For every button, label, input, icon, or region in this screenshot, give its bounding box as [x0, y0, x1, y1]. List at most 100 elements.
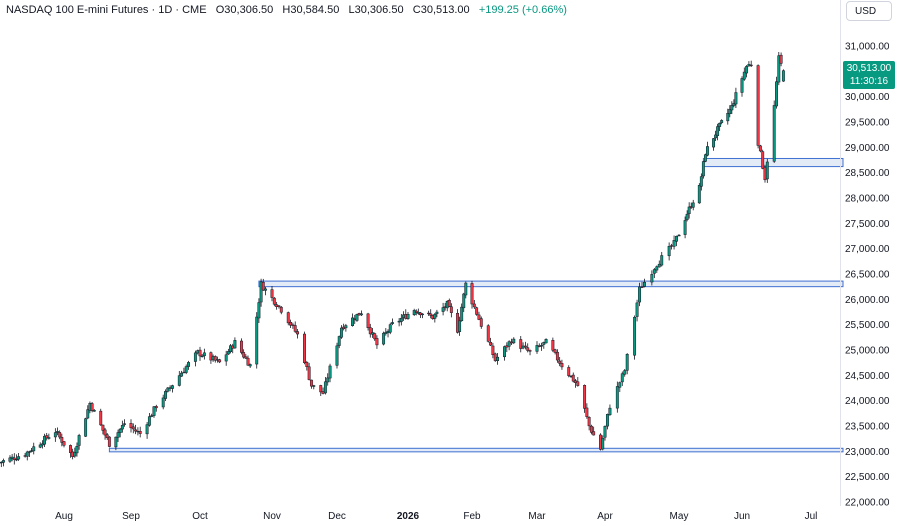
- candle: [745, 65, 749, 78]
- candle-body-down: [510, 341, 513, 344]
- candle: [38, 442, 42, 449]
- candle: [47, 433, 51, 440]
- candle: [200, 354, 204, 358]
- candle: [519, 336, 523, 353]
- candle: [293, 321, 297, 334]
- candle: [2, 458, 5, 467]
- candle-body-up: [606, 414, 609, 427]
- candle: [475, 306, 479, 316]
- candle: [706, 141, 709, 157]
- candle: [714, 130, 718, 141]
- candle-body-down: [576, 381, 580, 386]
- candle-body-down: [375, 338, 379, 346]
- price-tick-label: 24,000.00: [845, 396, 890, 407]
- price-tick-label: 24,500.00: [845, 371, 890, 382]
- candle-body-up: [544, 339, 548, 344]
- candle: [761, 149, 765, 170]
- candle: [286, 311, 290, 326]
- candle: [103, 427, 107, 440]
- price-tick-label: 25,000.00: [845, 346, 890, 357]
- time-tick-label: Sep: [122, 511, 140, 522]
- candle-body-up: [765, 161, 769, 180]
- candle-body-down: [58, 432, 62, 438]
- candle: [180, 370, 184, 377]
- candle-body-down: [293, 325, 297, 332]
- price-tick-label: 31,000.00: [845, 42, 890, 53]
- candle: [730, 101, 734, 115]
- last-price-value: 30,513.00: [846, 63, 892, 74]
- price-axis[interactable]: 22,000.00 22,500.00 23,000.00 23,500.00 24,0…: [845, 42, 890, 509]
- candle: [272, 297, 276, 307]
- candle-body-up: [718, 122, 722, 127]
- time-tick-label: May: [670, 511, 689, 522]
- candle: [248, 363, 252, 368]
- candle: [781, 69, 785, 82]
- candle-body-up: [650, 274, 654, 283]
- candle: [589, 424, 593, 435]
- candle: [486, 324, 490, 343]
- candle-body-up: [677, 234, 681, 237]
- candle-body-up: [382, 332, 386, 345]
- candle-body-up: [601, 437, 605, 450]
- candle-body-down: [99, 410, 103, 426]
- candle-body-up: [2, 460, 5, 463]
- candle: [326, 373, 330, 386]
- candle-body-down: [101, 424, 105, 431]
- price-zone[interactable]: [258, 280, 844, 288]
- candle: [368, 323, 372, 338]
- price-zone[interactable]: [108, 447, 844, 453]
- candle-body-up: [339, 327, 343, 338]
- candle: [777, 52, 781, 86]
- price-tick-label: 22,500.00: [845, 472, 890, 483]
- candle: [240, 338, 243, 355]
- candle-body-up: [777, 55, 781, 83]
- candle-body-up: [540, 345, 543, 347]
- candle-body-up: [608, 407, 612, 416]
- candle: [307, 362, 311, 381]
- candle: [213, 355, 217, 363]
- currency-selector[interactable]: USD: [846, 1, 892, 21]
- candle-body-down: [242, 352, 246, 358]
- candle-body-down: [449, 306, 453, 313]
- candle: [652, 267, 656, 279]
- candle-body-up: [180, 372, 184, 377]
- price-tick-label: 26,000.00: [845, 295, 890, 306]
- candle-body-up: [328, 365, 332, 379]
- candle: [136, 427, 140, 436]
- support-resistance-zones[interactable]: [108, 157, 844, 453]
- candle-body-up: [161, 397, 165, 408]
- candle-body-down: [779, 54, 783, 64]
- candle: [655, 265, 659, 273]
- candle: [27, 450, 31, 457]
- candle: [321, 387, 325, 395]
- candle: [233, 337, 237, 349]
- candle-body-down: [763, 167, 767, 181]
- candle-body-up: [620, 373, 624, 383]
- candle: [675, 235, 678, 247]
- candle: [43, 433, 46, 447]
- candle: [184, 364, 188, 375]
- candle-body-down: [62, 441, 66, 446]
- candle: [99, 408, 103, 426]
- candle-body-up: [734, 92, 738, 105]
- candle: [603, 425, 607, 441]
- candle: [493, 352, 497, 362]
- candle-body-up: [683, 220, 687, 235]
- candle-body-up: [27, 451, 31, 453]
- symbol-name[interactable]: NASDAQ 100 E-mini Futures: [6, 4, 149, 16]
- open-label: O: [215, 4, 225, 16]
- candle-body-up: [706, 146, 709, 156]
- price-tick-label: 27,500.00: [845, 219, 890, 230]
- candle-body-up: [202, 352, 206, 357]
- candle: [319, 384, 323, 397]
- price-tick-label: 30,000.00: [845, 92, 890, 103]
- candle-body-up: [740, 78, 744, 93]
- time-axis[interactable]: Aug Sep Oct Nov Dec 2026 Feb Mar Apr May Jun Jul: [55, 511, 817, 522]
- candle-body-down: [447, 300, 451, 307]
- candle-body-down: [592, 431, 596, 436]
- candle-body-up: [150, 415, 154, 417]
- price-tick-label: 29,000.00: [845, 143, 890, 154]
- candle: [161, 394, 165, 410]
- close-value: 30,513.00: [420, 4, 470, 16]
